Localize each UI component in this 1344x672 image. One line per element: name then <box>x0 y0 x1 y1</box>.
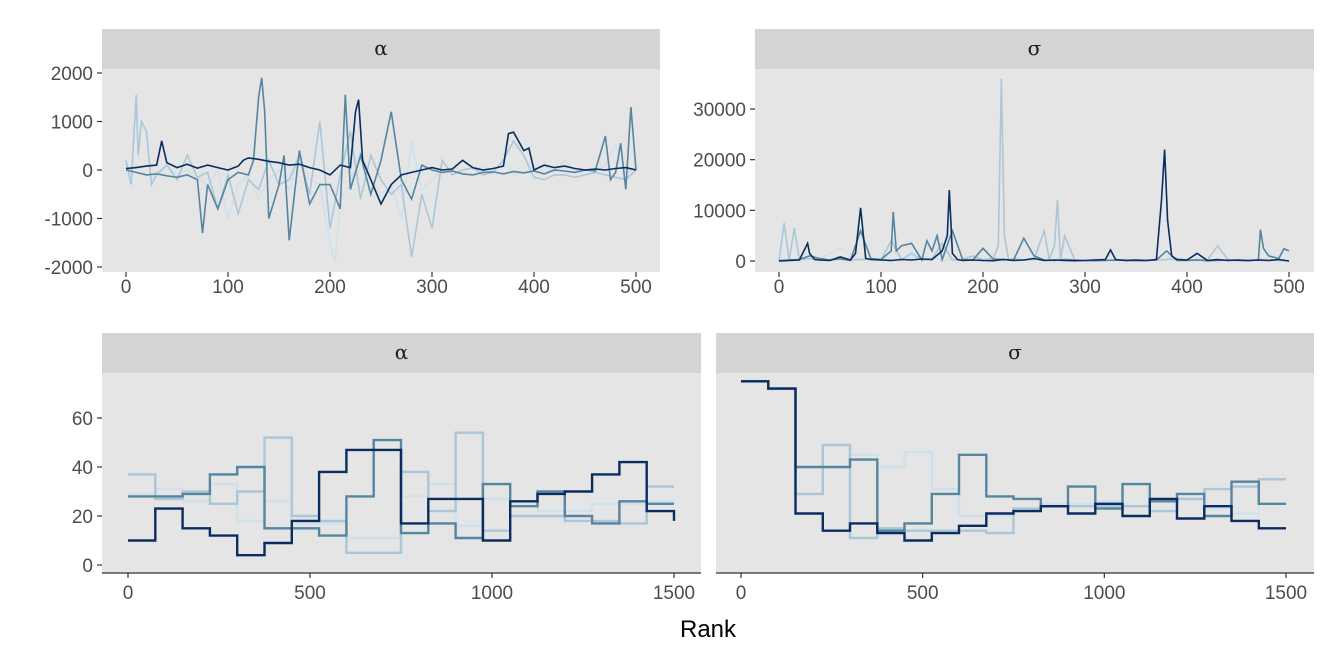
x-tick-label: 500 <box>620 277 652 298</box>
facet-strip-label: σ <box>1008 340 1022 364</box>
y-tick-label: 0 <box>735 252 746 273</box>
x-tick-label: 200 <box>967 277 999 298</box>
chain-3-line <box>125 94 637 258</box>
chain-2-line <box>128 438 674 540</box>
chain-2-line <box>741 380 1286 532</box>
panel-3: α 0 500 1000 1500 0 20 40 60 <box>72 333 701 604</box>
x-tick-label: 400 <box>1171 277 1203 298</box>
x-tick-label: 1500 <box>1265 583 1307 604</box>
x-tick-label: 400 <box>518 277 550 298</box>
facet-strip-label: α <box>374 36 388 60</box>
x-tick-label: 0 <box>774 277 785 298</box>
x-tick-label: 0 <box>123 583 134 604</box>
y-tick-label: 2000 <box>51 64 93 85</box>
chain-4-line <box>125 140 637 263</box>
y-tick-label: 20000 <box>693 151 746 172</box>
plot-background <box>755 69 1314 272</box>
x-tick-label: 300 <box>1069 277 1101 298</box>
facet-strip <box>716 333 1314 373</box>
x-tick-label: 500 <box>294 583 326 604</box>
x-tick-label: 100 <box>865 277 897 298</box>
plot-background <box>716 373 1314 573</box>
chain-1-line <box>128 448 676 557</box>
facet-strip-label: α <box>395 340 409 364</box>
facet-strip <box>102 29 660 69</box>
y-tick-label: 30000 <box>693 100 746 121</box>
y-tick-label: 60 <box>72 409 93 430</box>
facet-strip <box>102 333 701 373</box>
x-tick-label: 0 <box>736 583 747 604</box>
y-tick-label: 40 <box>72 458 93 479</box>
x-tick-label: 300 <box>416 277 448 298</box>
chain-1-line <box>741 380 1286 542</box>
chain-1-line <box>125 99 637 206</box>
panel-4: σ 0 500 1000 1500 <box>716 333 1314 604</box>
chain-2-line <box>125 77 637 241</box>
y-tick-label: 0 <box>82 556 93 577</box>
x-tick-label: 0 <box>121 277 132 298</box>
series-group <box>128 431 676 557</box>
chain-3-line <box>128 431 674 554</box>
x-tick-label: 1500 <box>653 583 695 604</box>
x-axis-label: Rank <box>680 616 737 643</box>
y-tick-label: 10000 <box>693 201 746 222</box>
x-tick-label: 500 <box>907 583 939 604</box>
facet-strip <box>755 29 1314 69</box>
x-tick-label: 1000 <box>471 583 513 604</box>
series-group <box>741 380 1286 542</box>
series-group <box>778 78 1290 263</box>
y-tick-label: 20 <box>72 507 93 528</box>
y-tick-label: -2000 <box>44 258 93 279</box>
series-group <box>125 77 637 263</box>
y-tick-label: 0 <box>82 161 93 182</box>
x-tick-label: 200 <box>314 277 346 298</box>
panel-2: σ 0 100 200 300 400 500 0 10000 20000 30000 <box>693 29 1314 298</box>
x-tick-label: 500 <box>1273 277 1305 298</box>
x-tick-label: 100 <box>212 277 244 298</box>
y-tick-label: 1000 <box>51 113 93 134</box>
facet-strip-label: σ <box>1028 36 1042 60</box>
y-tick-label: -1000 <box>44 210 93 231</box>
chain-1-line <box>778 149 1290 262</box>
panel-1: α 0 100 200 300 400 500 -2000 -1000 0 1000 2000 <box>44 29 660 298</box>
x-tick-label: 1000 <box>1083 583 1125 604</box>
